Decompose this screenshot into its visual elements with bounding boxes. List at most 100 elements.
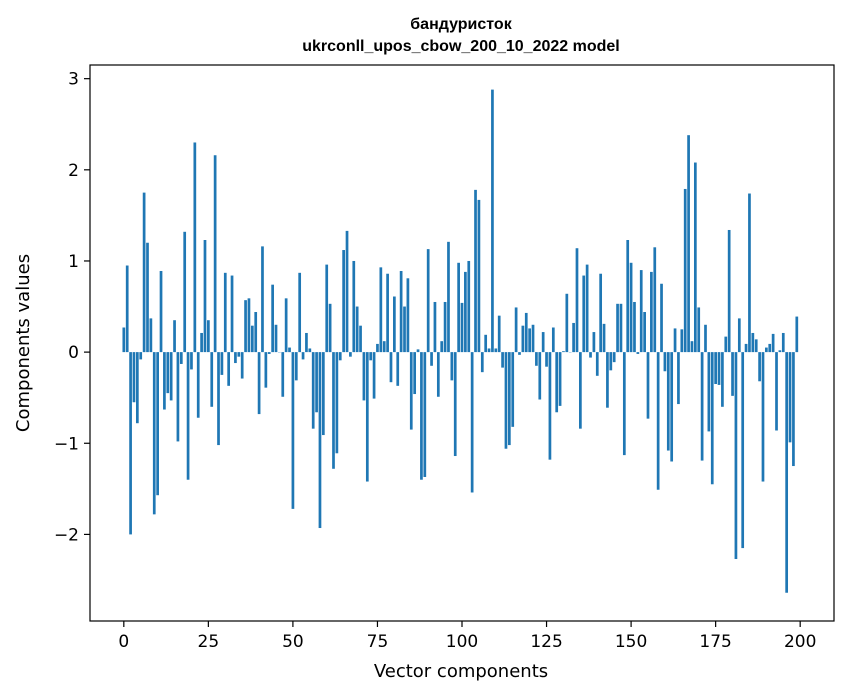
- bar: [778, 350, 782, 353]
- y-tick-label: −2: [54, 525, 79, 545]
- x-tick-label: 175: [699, 632, 731, 652]
- bar: [250, 325, 254, 353]
- bar: [365, 352, 369, 482]
- bar: [146, 242, 149, 353]
- bar: [680, 329, 684, 353]
- bar: [342, 250, 345, 353]
- bar: [190, 352, 193, 370]
- bar: [565, 293, 569, 353]
- bar: [332, 352, 335, 469]
- bar: [724, 336, 728, 353]
- bar: [203, 240, 207, 353]
- bar: [582, 275, 586, 353]
- bar: [453, 352, 457, 457]
- bar: [754, 339, 758, 353]
- bar: [335, 352, 339, 454]
- bar: [338, 352, 342, 361]
- bar: [183, 231, 187, 353]
- bar: [558, 352, 562, 406]
- bar: [247, 298, 251, 353]
- bar: [788, 352, 792, 443]
- bar: [152, 352, 156, 515]
- bar: [433, 301, 437, 353]
- y-axis-label: Components values: [13, 254, 34, 432]
- bar: [575, 248, 579, 353]
- bar: [602, 323, 606, 353]
- bar: [535, 352, 538, 366]
- bar: [423, 352, 427, 477]
- bar: [179, 352, 183, 364]
- bar: [761, 352, 765, 482]
- bar: [748, 193, 751, 353]
- bar: [531, 324, 535, 353]
- bar: [196, 352, 200, 418]
- bar: [372, 352, 376, 399]
- bar: [149, 318, 153, 353]
- x-tick-label: 100: [446, 632, 478, 652]
- bar: [731, 352, 734, 396]
- bar: [775, 352, 778, 431]
- y-tick-label: 1: [68, 252, 79, 272]
- bar: [325, 264, 329, 353]
- y-tick-label: 0: [68, 343, 79, 363]
- bar: [321, 352, 325, 436]
- bar: [511, 352, 515, 427]
- bar: [741, 352, 745, 549]
- bar: [135, 352, 139, 424]
- bar: [551, 327, 555, 353]
- bar: [538, 352, 542, 400]
- y-tick-label: 3: [68, 70, 79, 90]
- bar: [734, 352, 738, 560]
- x-tick-label: 75: [367, 632, 389, 652]
- bar: [193, 142, 197, 353]
- bar: [122, 327, 126, 353]
- bar: [765, 347, 768, 353]
- bar: [751, 332, 755, 353]
- bar: [288, 347, 291, 353]
- y-tick-label: −1: [54, 434, 79, 454]
- bar: [545, 352, 548, 367]
- bar: [393, 296, 396, 353]
- bar: [700, 352, 704, 461]
- bar: [156, 352, 159, 496]
- bar: [460, 302, 464, 353]
- bar: [518, 352, 521, 355]
- bar: [305, 332, 308, 353]
- bar: [132, 352, 136, 403]
- bar: [207, 320, 210, 353]
- bar: [426, 249, 430, 353]
- bar: [173, 320, 176, 353]
- bar: [264, 352, 268, 388]
- bar: [328, 303, 332, 353]
- bar: [480, 352, 484, 373]
- bar: [308, 348, 312, 353]
- x-tick-label: 50: [282, 632, 304, 652]
- bar: [389, 352, 393, 383]
- bar: [386, 273, 389, 353]
- bar-series: [122, 89, 799, 593]
- bar: [592, 332, 596, 353]
- bar: [355, 306, 359, 353]
- bar: [687, 135, 690, 353]
- bar: [690, 341, 694, 353]
- plot-area-frame: [89, 64, 835, 622]
- bar: [677, 352, 680, 405]
- bar: [399, 270, 403, 353]
- bar: [477, 199, 481, 353]
- bar: [230, 275, 234, 353]
- bar: [166, 352, 170, 394]
- bar: [284, 298, 288, 353]
- bar: [464, 271, 467, 353]
- bar: [595, 352, 599, 376]
- bar: [487, 348, 491, 353]
- x-tick-label: 0: [118, 632, 129, 652]
- chart-title-line-1: бандуристок: [410, 16, 512, 33]
- bar: [616, 303, 619, 353]
- bar: [589, 352, 592, 358]
- bar: [666, 352, 670, 451]
- bar: [281, 352, 285, 397]
- bar: [163, 352, 166, 410]
- bar: [795, 316, 799, 353]
- bar: [291, 352, 295, 509]
- bar: [376, 343, 379, 353]
